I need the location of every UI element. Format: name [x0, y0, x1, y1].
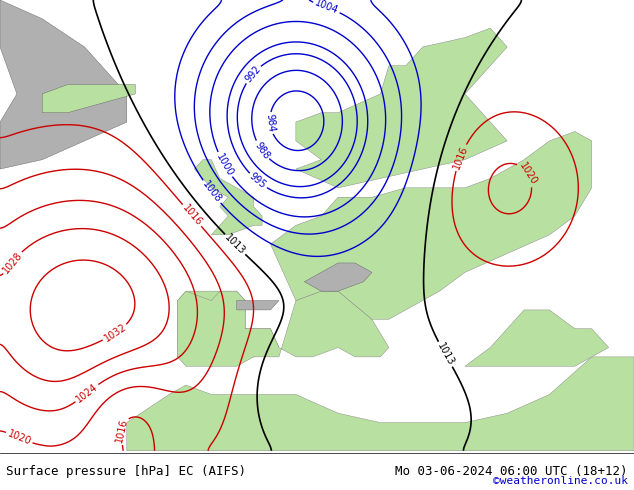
- Polygon shape: [304, 263, 372, 291]
- Polygon shape: [127, 357, 634, 451]
- Text: Mo 03-06-2024 06:00 UTC (18+12): Mo 03-06-2024 06:00 UTC (18+12): [395, 465, 628, 478]
- Polygon shape: [0, 0, 127, 169]
- Text: 1016: 1016: [114, 418, 129, 444]
- Polygon shape: [465, 310, 609, 367]
- Text: 995: 995: [247, 172, 268, 191]
- Polygon shape: [236, 300, 279, 310]
- Text: 1028: 1028: [1, 250, 24, 275]
- Text: 1013: 1013: [435, 341, 456, 368]
- Text: 1004: 1004: [313, 0, 340, 16]
- Polygon shape: [195, 160, 262, 235]
- Text: ©weatheronline.co.uk: ©weatheronline.co.uk: [493, 476, 628, 486]
- Text: 1013: 1013: [223, 232, 247, 257]
- Text: 1000: 1000: [214, 151, 235, 178]
- Text: Surface pressure [hPa] EC (AIFS): Surface pressure [hPa] EC (AIFS): [6, 465, 247, 478]
- Text: 1016: 1016: [451, 144, 470, 171]
- Text: 992: 992: [243, 64, 262, 84]
- Text: 988: 988: [252, 140, 271, 161]
- Text: 1020: 1020: [6, 429, 32, 447]
- Text: 1032: 1032: [102, 322, 128, 344]
- Polygon shape: [178, 291, 279, 367]
- Text: 984: 984: [264, 114, 276, 133]
- Polygon shape: [296, 28, 507, 188]
- Polygon shape: [271, 131, 592, 319]
- Polygon shape: [178, 291, 389, 367]
- Text: 1020: 1020: [517, 161, 538, 187]
- Text: 1008: 1008: [200, 179, 223, 205]
- Polygon shape: [42, 85, 135, 113]
- Text: 1016: 1016: [180, 203, 204, 228]
- Text: 1024: 1024: [74, 382, 100, 405]
